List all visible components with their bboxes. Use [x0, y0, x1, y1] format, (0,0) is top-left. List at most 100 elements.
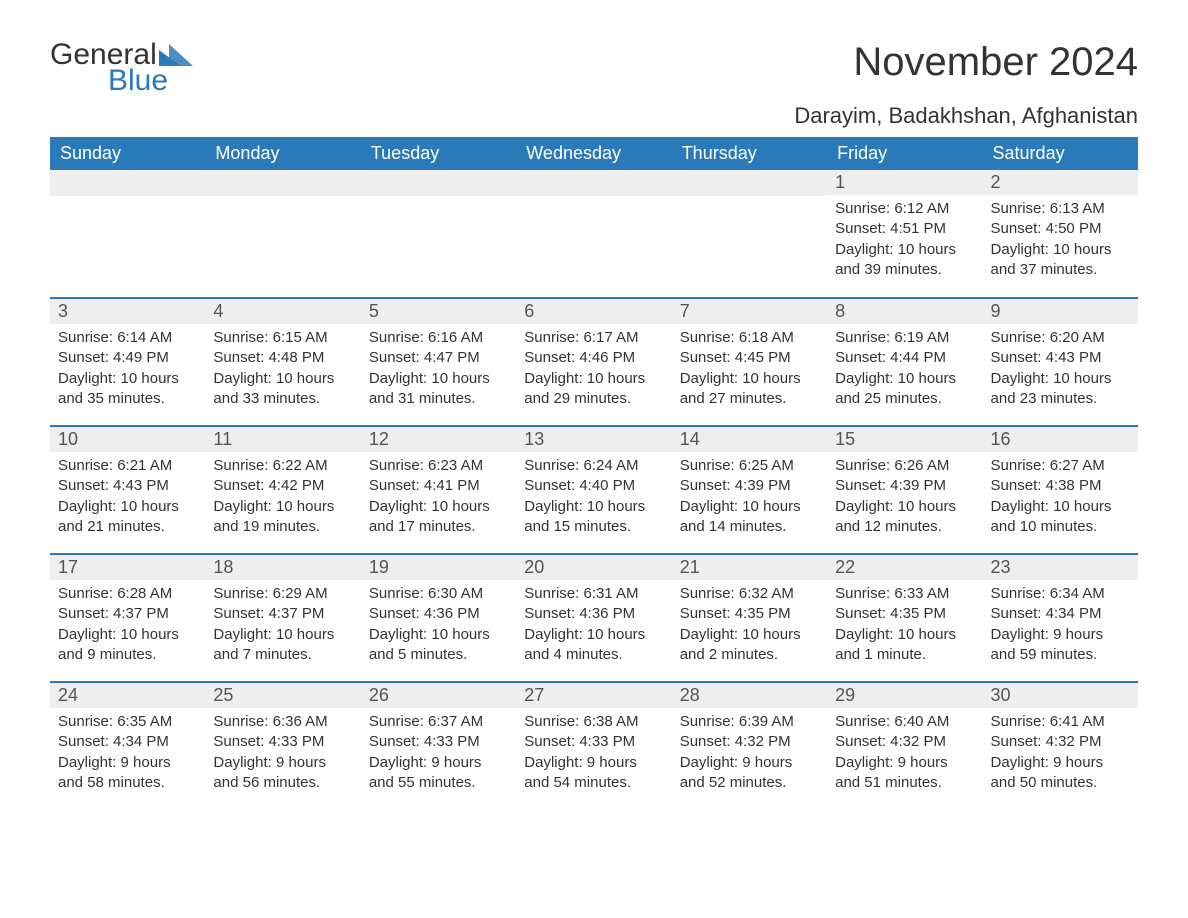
daylight-line: Daylight: 9 hours and 51 minutes. [835, 753, 974, 794]
day-number: 21 [672, 555, 827, 580]
sunrise-line: Sunrise: 6:37 AM [369, 712, 508, 732]
calendar-cell: 25Sunrise: 6:36 AMSunset: 4:33 PMDayligh… [205, 682, 360, 810]
calendar-week-row: 1Sunrise: 6:12 AMSunset: 4:51 PMDaylight… [50, 170, 1138, 298]
sunrise-line: Sunrise: 6:14 AM [58, 328, 197, 348]
day-number: 3 [50, 299, 205, 324]
month-title: November 2024 [794, 40, 1138, 85]
sunset-line: Sunset: 4:33 PM [369, 732, 508, 752]
sunset-line: Sunset: 4:44 PM [835, 348, 974, 368]
sunrise-line: Sunrise: 6:19 AM [835, 328, 974, 348]
day-details: Sunrise: 6:23 AMSunset: 4:41 PMDaylight:… [361, 452, 516, 545]
day-details: Sunrise: 6:22 AMSunset: 4:42 PMDaylight:… [205, 452, 360, 545]
calendar-cell [672, 170, 827, 298]
daylight-line: Daylight: 10 hours and 25 minutes. [835, 369, 974, 410]
day-number: 19 [361, 555, 516, 580]
calendar-cell [361, 170, 516, 298]
day-details: Sunrise: 6:16 AMSunset: 4:47 PMDaylight:… [361, 324, 516, 417]
daylight-line: Daylight: 10 hours and 12 minutes. [835, 497, 974, 538]
sunset-line: Sunset: 4:43 PM [58, 476, 197, 496]
calendar-cell: 17Sunrise: 6:28 AMSunset: 4:37 PMDayligh… [50, 554, 205, 682]
calendar-cell: 4Sunrise: 6:15 AMSunset: 4:48 PMDaylight… [205, 298, 360, 426]
day-number [205, 170, 360, 196]
page-header: General Blue November 2024 Darayim, Bada… [50, 40, 1138, 129]
calendar-cell: 23Sunrise: 6:34 AMSunset: 4:34 PMDayligh… [983, 554, 1138, 682]
calendar-week-row: 10Sunrise: 6:21 AMSunset: 4:43 PMDayligh… [50, 426, 1138, 554]
calendar-cell: 9Sunrise: 6:20 AMSunset: 4:43 PMDaylight… [983, 298, 1138, 426]
calendar-cell: 1Sunrise: 6:12 AMSunset: 4:51 PMDaylight… [827, 170, 982, 298]
sunset-line: Sunset: 4:48 PM [213, 348, 352, 368]
calendar-cell: 8Sunrise: 6:19 AMSunset: 4:44 PMDaylight… [827, 298, 982, 426]
title-block: November 2024 Darayim, Badakhshan, Afgha… [794, 40, 1138, 129]
daylight-line: Daylight: 9 hours and 50 minutes. [991, 753, 1130, 794]
daylight-line: Daylight: 10 hours and 29 minutes. [524, 369, 663, 410]
sunrise-line: Sunrise: 6:34 AM [991, 584, 1130, 604]
day-details: Sunrise: 6:26 AMSunset: 4:39 PMDaylight:… [827, 452, 982, 545]
sunset-line: Sunset: 4:45 PM [680, 348, 819, 368]
weekday-header: Thursday [672, 137, 827, 170]
daylight-line: Daylight: 9 hours and 52 minutes. [680, 753, 819, 794]
day-details: Sunrise: 6:21 AMSunset: 4:43 PMDaylight:… [50, 452, 205, 545]
sunrise-line: Sunrise: 6:38 AM [524, 712, 663, 732]
sunset-line: Sunset: 4:35 PM [835, 604, 974, 624]
daylight-line: Daylight: 9 hours and 54 minutes. [524, 753, 663, 794]
calendar-cell: 30Sunrise: 6:41 AMSunset: 4:32 PMDayligh… [983, 682, 1138, 810]
calendar-cell: 11Sunrise: 6:22 AMSunset: 4:42 PMDayligh… [205, 426, 360, 554]
day-number: 5 [361, 299, 516, 324]
sunset-line: Sunset: 4:51 PM [835, 219, 974, 239]
daylight-line: Daylight: 10 hours and 19 minutes. [213, 497, 352, 538]
sunset-line: Sunset: 4:39 PM [680, 476, 819, 496]
sunrise-line: Sunrise: 6:32 AM [680, 584, 819, 604]
daylight-line: Daylight: 10 hours and 14 minutes. [680, 497, 819, 538]
day-details: Sunrise: 6:15 AMSunset: 4:48 PMDaylight:… [205, 324, 360, 417]
day-details: Sunrise: 6:34 AMSunset: 4:34 PMDaylight:… [983, 580, 1138, 673]
calendar-cell: 29Sunrise: 6:40 AMSunset: 4:32 PMDayligh… [827, 682, 982, 810]
sunrise-line: Sunrise: 6:39 AM [680, 712, 819, 732]
sunset-line: Sunset: 4:36 PM [524, 604, 663, 624]
day-number: 13 [516, 427, 671, 452]
calendar-week-row: 3Sunrise: 6:14 AMSunset: 4:49 PMDaylight… [50, 298, 1138, 426]
sunset-line: Sunset: 4:47 PM [369, 348, 508, 368]
sunrise-line: Sunrise: 6:16 AM [369, 328, 508, 348]
daylight-line: Daylight: 10 hours and 1 minute. [835, 625, 974, 666]
day-number: 12 [361, 427, 516, 452]
calendar-cell: 22Sunrise: 6:33 AMSunset: 4:35 PMDayligh… [827, 554, 982, 682]
day-number: 18 [205, 555, 360, 580]
day-details: Sunrise: 6:36 AMSunset: 4:33 PMDaylight:… [205, 708, 360, 801]
day-number: 26 [361, 683, 516, 708]
sunset-line: Sunset: 4:39 PM [835, 476, 974, 496]
daylight-line: Daylight: 10 hours and 5 minutes. [369, 625, 508, 666]
day-details: Sunrise: 6:31 AMSunset: 4:36 PMDaylight:… [516, 580, 671, 673]
sunrise-line: Sunrise: 6:33 AM [835, 584, 974, 604]
sunset-line: Sunset: 4:33 PM [524, 732, 663, 752]
calendar-cell: 15Sunrise: 6:26 AMSunset: 4:39 PMDayligh… [827, 426, 982, 554]
weekday-header-row: SundayMondayTuesdayWednesdayThursdayFrid… [50, 137, 1138, 170]
day-number: 7 [672, 299, 827, 324]
sunrise-line: Sunrise: 6:21 AM [58, 456, 197, 476]
weekday-header: Monday [205, 137, 360, 170]
sunrise-line: Sunrise: 6:15 AM [213, 328, 352, 348]
day-number [672, 170, 827, 196]
calendar-cell: 26Sunrise: 6:37 AMSunset: 4:33 PMDayligh… [361, 682, 516, 810]
day-details: Sunrise: 6:32 AMSunset: 4:35 PMDaylight:… [672, 580, 827, 673]
sunrise-line: Sunrise: 6:31 AM [524, 584, 663, 604]
day-details: Sunrise: 6:41 AMSunset: 4:32 PMDaylight:… [983, 708, 1138, 801]
day-details: Sunrise: 6:28 AMSunset: 4:37 PMDaylight:… [50, 580, 205, 673]
day-number: 10 [50, 427, 205, 452]
calendar-cell: 16Sunrise: 6:27 AMSunset: 4:38 PMDayligh… [983, 426, 1138, 554]
day-number: 20 [516, 555, 671, 580]
calendar-body: 1Sunrise: 6:12 AMSunset: 4:51 PMDaylight… [50, 170, 1138, 810]
day-details: Sunrise: 6:17 AMSunset: 4:46 PMDaylight:… [516, 324, 671, 417]
sunrise-line: Sunrise: 6:18 AM [680, 328, 819, 348]
daylight-line: Daylight: 9 hours and 59 minutes. [991, 625, 1130, 666]
calendar-cell [50, 170, 205, 298]
sunrise-line: Sunrise: 6:28 AM [58, 584, 197, 604]
day-number [361, 170, 516, 196]
sunrise-line: Sunrise: 6:41 AM [991, 712, 1130, 732]
calendar-cell: 28Sunrise: 6:39 AMSunset: 4:32 PMDayligh… [672, 682, 827, 810]
calendar-cell: 6Sunrise: 6:17 AMSunset: 4:46 PMDaylight… [516, 298, 671, 426]
day-number: 17 [50, 555, 205, 580]
sunset-line: Sunset: 4:38 PM [991, 476, 1130, 496]
sunrise-line: Sunrise: 6:29 AM [213, 584, 352, 604]
calendar-cell: 13Sunrise: 6:24 AMSunset: 4:40 PMDayligh… [516, 426, 671, 554]
day-details: Sunrise: 6:29 AMSunset: 4:37 PMDaylight:… [205, 580, 360, 673]
